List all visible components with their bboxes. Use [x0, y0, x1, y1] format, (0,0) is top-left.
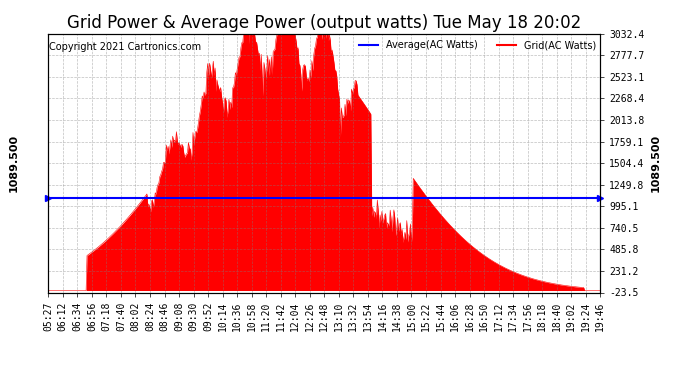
- Text: 1089.500: 1089.500: [651, 134, 660, 192]
- Text: 1089.500: 1089.500: [9, 134, 19, 192]
- Legend: Average(AC Watts), Grid(AC Watts): Average(AC Watts), Grid(AC Watts): [355, 36, 600, 54]
- Title: Grid Power & Average Power (output watts) Tue May 18 20:02: Grid Power & Average Power (output watts…: [67, 14, 582, 32]
- Text: Copyright 2021 Cartronics.com: Copyright 2021 Cartronics.com: [50, 42, 201, 51]
